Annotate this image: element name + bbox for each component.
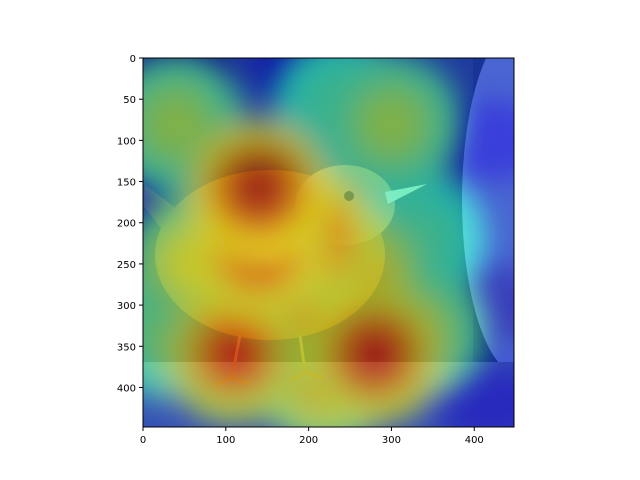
axes-frame — [142, 57, 515, 428]
y-tick-label: 0 — [130, 54, 136, 65]
x-tick-label: 200 — [299, 435, 318, 446]
heat-hotspot — [204, 324, 265, 385]
heatmap-hot-layer — [143, 58, 487, 427]
y-tick-label: 50 — [123, 95, 136, 106]
y-tick-label: 250 — [117, 260, 136, 271]
y-tick-label: 350 — [117, 342, 136, 353]
y-tick-label: 200 — [117, 219, 136, 230]
y-tick-label: 300 — [117, 301, 136, 312]
x-tick-label: 0 — [140, 435, 146, 446]
y-tick-label: 100 — [117, 136, 136, 147]
x-tick-label: 300 — [382, 435, 401, 446]
x-tick-label: 100 — [216, 435, 235, 446]
heat-hotspot — [228, 159, 289, 220]
y-tick-label: 150 — [117, 178, 136, 189]
heat-hotspot — [361, 93, 422, 154]
x-tick-label: 400 — [465, 435, 484, 446]
x-axis: 0 100 200 300 400 — [140, 427, 484, 446]
heat-hotspot — [146, 93, 207, 154]
y-tick-label: 400 — [117, 383, 136, 394]
y-axis: 0 50 100 150 200 250 300 350 400 — [117, 54, 143, 394]
heatmap-overlay — [143, 58, 514, 427]
heat-hotspot — [344, 324, 405, 385]
